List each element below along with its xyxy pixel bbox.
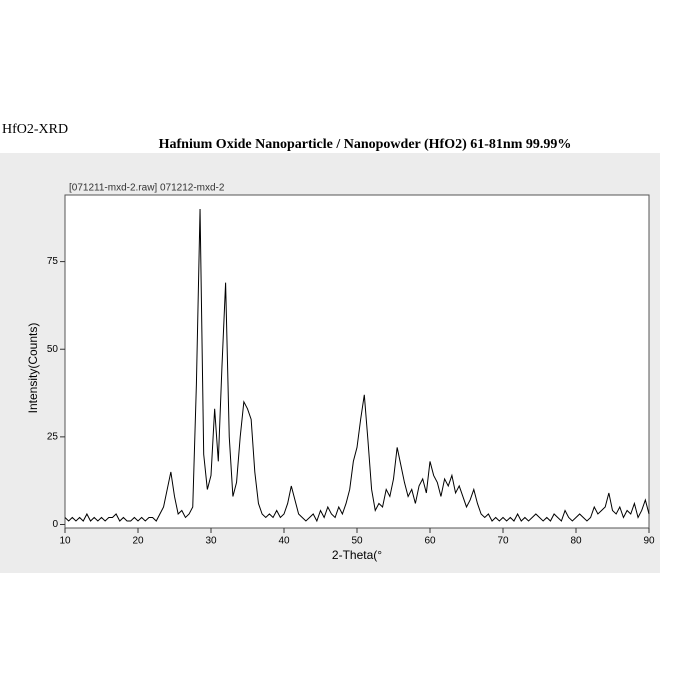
y-tick-label: 75: [47, 256, 59, 267]
x-tick-label: 90: [643, 536, 655, 547]
x-tick-label: 70: [497, 536, 509, 547]
annotation: HfO2-XRD: [2, 122, 68, 137]
x-tick-label: 60: [424, 536, 436, 547]
y-axis-label: Intensity(Counts): [26, 323, 40, 414]
legend-label: [071211-mxd-2.raw] 071212-mxd-2: [69, 183, 225, 194]
y-tick-label: 0: [52, 519, 58, 530]
y-tick-label: 50: [47, 344, 59, 355]
x-tick-label: 40: [278, 536, 290, 547]
x-tick-label: 80: [570, 536, 582, 547]
x-axis-label: 2-Theta(°: [332, 548, 382, 562]
y-tick-label: 25: [47, 432, 59, 443]
x-tick-label: 10: [59, 536, 71, 547]
chart-title: Hafnium Oxide Nanoparticle / Nanopowder …: [159, 137, 572, 152]
x-tick-label: 20: [132, 536, 144, 547]
x-tick-label: 50: [351, 536, 363, 547]
x-tick-label: 30: [205, 536, 217, 547]
data-line: [64, 209, 650, 523]
plot-area: [64, 194, 650, 529]
